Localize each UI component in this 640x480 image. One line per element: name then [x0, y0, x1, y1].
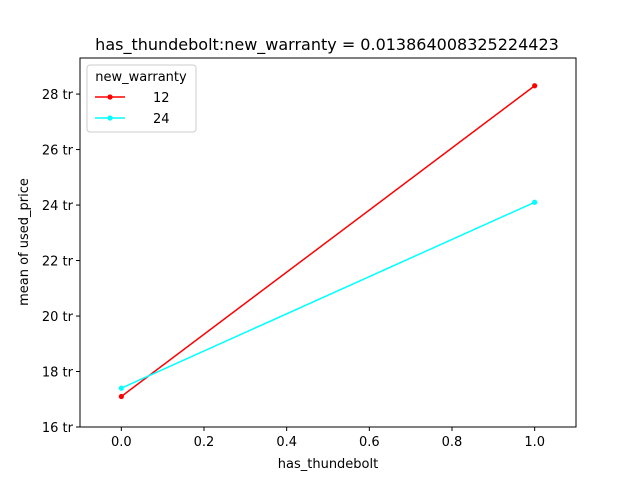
- y-tick-label: 18 tr: [42, 366, 74, 381]
- y-tick-label: 20 tr: [42, 310, 74, 325]
- series-line-24: [121, 201, 535, 389]
- y-axis-label: mean of used_price: [17, 178, 32, 306]
- x-axis-label: has_thundebolt: [278, 457, 378, 472]
- data-point-24: [532, 199, 538, 205]
- x-tick-label: 0.6: [359, 435, 380, 450]
- y-tick-label: 24 tr: [42, 199, 74, 214]
- y-tick-label: 22 tr: [42, 255, 74, 270]
- x-axis: 0.0 0.2 0.4 0.6 0.8 1.0: [111, 427, 545, 450]
- legend-label-12: 12: [153, 91, 170, 106]
- x-tick-label: 0.8: [442, 435, 463, 450]
- x-tick-label: 0.4: [276, 435, 297, 450]
- series-line-12: [120, 85, 536, 398]
- legend-label-24: 24: [153, 112, 170, 127]
- data-point-24: [118, 385, 124, 391]
- x-tick-label: 0.2: [194, 435, 215, 450]
- legend-marker-24: [107, 115, 113, 121]
- legend-marker-12: [107, 94, 113, 100]
- y-tick-label: 16 tr: [42, 421, 74, 436]
- data-point-12: [118, 393, 124, 400]
- y-tick-label: 28 tr: [42, 88, 74, 103]
- y-axis: 16 tr 18 tr 20 tr 22 tr 24 tr 26 tr 28 tr: [42, 88, 80, 436]
- x-tick-label: 0.0: [111, 435, 132, 450]
- x-tick-label: 1.0: [524, 435, 545, 450]
- legend-box: [86, 64, 197, 133]
- plot-frame: [79, 57, 577, 428]
- legend-title: new_warranty: [95, 70, 187, 85]
- series-layer: [118, 83, 538, 400]
- chart-title: has_thundebolt:new_warranty = 0.01386400…: [95, 35, 559, 55]
- data-point-12: [532, 83, 538, 89]
- y-tick-label: 26 tr: [42, 144, 74, 159]
